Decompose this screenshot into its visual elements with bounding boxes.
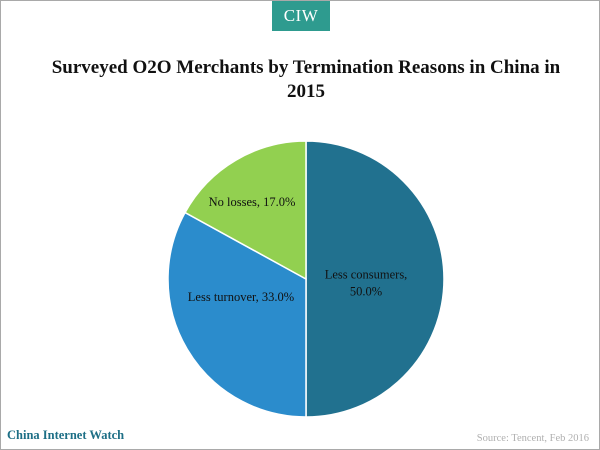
pie-slice-no-losses: [184, 140, 307, 281]
slice-label-no-losses: No losses, 17.0%: [209, 195, 296, 209]
ciw-logo: CIW: [272, 1, 330, 31]
slice-label-less-turnover: Less turnover, 33.0%: [188, 290, 294, 304]
slice-label-less-consumers: Less consumers, 50.0%: [325, 268, 408, 299]
source-note: Source: Tencent, Feb 2016: [476, 433, 589, 444]
pie-slice-less-consumers: [305, 140, 445, 418]
chart-title: Surveyed O2O Merchants by Termination Re…: [51, 57, 561, 102]
pie-slice-less-turnover: [167, 211, 307, 418]
brand-footer: China Internet Watch: [7, 428, 125, 442]
